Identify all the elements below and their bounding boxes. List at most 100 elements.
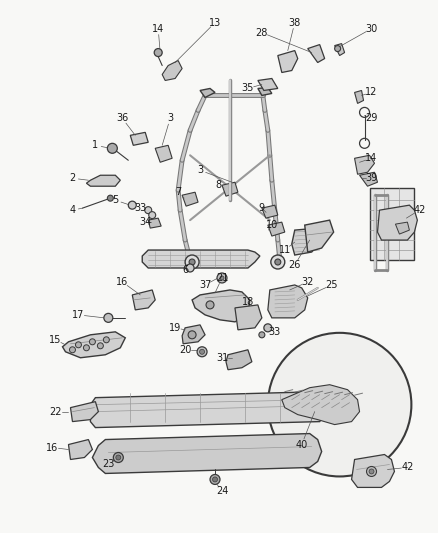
Text: 30: 30 <box>365 23 378 34</box>
Text: 16: 16 <box>116 277 128 287</box>
Polygon shape <box>378 205 417 240</box>
Polygon shape <box>130 132 148 146</box>
Text: 19: 19 <box>169 323 181 333</box>
Circle shape <box>104 313 113 322</box>
Polygon shape <box>148 218 161 228</box>
Text: 20: 20 <box>179 345 191 355</box>
Polygon shape <box>86 175 120 186</box>
Polygon shape <box>268 285 308 318</box>
Text: 15: 15 <box>49 335 62 345</box>
Text: 6: 6 <box>182 265 188 275</box>
Circle shape <box>212 477 218 482</box>
Polygon shape <box>226 350 252 370</box>
Polygon shape <box>278 51 298 72</box>
Polygon shape <box>258 87 272 95</box>
Circle shape <box>188 331 196 339</box>
Circle shape <box>83 345 89 351</box>
Text: 10: 10 <box>266 220 278 230</box>
Text: 3: 3 <box>197 165 203 175</box>
Polygon shape <box>370 188 414 260</box>
Text: 40: 40 <box>296 440 308 449</box>
Text: 13: 13 <box>209 18 221 28</box>
Circle shape <box>271 255 285 269</box>
Polygon shape <box>258 78 278 91</box>
Circle shape <box>206 301 214 309</box>
Circle shape <box>113 453 124 463</box>
Text: 38: 38 <box>289 18 301 28</box>
Circle shape <box>220 276 224 280</box>
Text: 2: 2 <box>69 173 76 183</box>
Text: 3: 3 <box>167 114 173 123</box>
Text: 33: 33 <box>268 327 281 337</box>
Text: 14: 14 <box>365 154 378 163</box>
Circle shape <box>97 343 103 349</box>
Polygon shape <box>200 88 215 98</box>
Polygon shape <box>192 290 250 322</box>
Text: 14: 14 <box>152 23 164 34</box>
Polygon shape <box>352 455 395 487</box>
Circle shape <box>128 201 136 209</box>
Circle shape <box>275 259 281 265</box>
Text: 17: 17 <box>72 310 85 320</box>
Polygon shape <box>308 45 325 62</box>
Polygon shape <box>388 228 396 236</box>
Text: 23: 23 <box>102 459 115 470</box>
Circle shape <box>200 349 205 354</box>
Text: 12: 12 <box>365 87 378 98</box>
Text: 42: 42 <box>413 205 426 215</box>
Circle shape <box>75 342 81 348</box>
Text: 36: 36 <box>116 114 128 123</box>
Circle shape <box>217 273 227 283</box>
Circle shape <box>70 347 75 353</box>
Circle shape <box>197 347 207 357</box>
Text: 34: 34 <box>139 217 152 227</box>
Circle shape <box>367 466 377 477</box>
Polygon shape <box>182 325 205 344</box>
Text: 21: 21 <box>216 273 228 283</box>
Circle shape <box>149 212 155 219</box>
Text: 25: 25 <box>325 280 338 290</box>
Text: 16: 16 <box>46 442 59 453</box>
Circle shape <box>103 337 110 343</box>
Polygon shape <box>142 250 260 268</box>
Text: 18: 18 <box>242 297 254 307</box>
Text: 1: 1 <box>92 140 99 150</box>
Polygon shape <box>182 192 198 206</box>
Polygon shape <box>360 172 378 186</box>
Polygon shape <box>222 182 238 196</box>
Polygon shape <box>292 228 321 255</box>
Text: 28: 28 <box>256 28 268 38</box>
Circle shape <box>107 195 113 201</box>
Text: 32: 32 <box>301 277 314 287</box>
Polygon shape <box>335 44 345 55</box>
Text: 7: 7 <box>175 187 181 197</box>
Polygon shape <box>355 91 364 103</box>
Circle shape <box>116 455 121 460</box>
Circle shape <box>259 332 265 338</box>
Polygon shape <box>68 440 92 459</box>
Circle shape <box>335 46 341 52</box>
Circle shape <box>145 207 152 214</box>
Polygon shape <box>268 222 285 236</box>
Polygon shape <box>92 433 321 473</box>
Text: 33: 33 <box>134 203 146 213</box>
Text: 9: 9 <box>259 203 265 213</box>
Circle shape <box>264 324 272 332</box>
Circle shape <box>107 143 117 154</box>
Circle shape <box>186 264 194 272</box>
Text: 11: 11 <box>279 245 291 255</box>
Circle shape <box>154 49 162 56</box>
Polygon shape <box>71 402 99 422</box>
Circle shape <box>210 474 220 484</box>
Polygon shape <box>305 220 334 252</box>
Polygon shape <box>262 205 278 218</box>
Text: 26: 26 <box>289 260 301 270</box>
Polygon shape <box>90 392 325 427</box>
Polygon shape <box>63 332 125 358</box>
Circle shape <box>369 469 374 474</box>
Text: 39: 39 <box>365 173 378 183</box>
Text: 8: 8 <box>215 180 221 190</box>
Text: 24: 24 <box>216 487 228 496</box>
Polygon shape <box>235 305 262 330</box>
Polygon shape <box>396 222 410 234</box>
